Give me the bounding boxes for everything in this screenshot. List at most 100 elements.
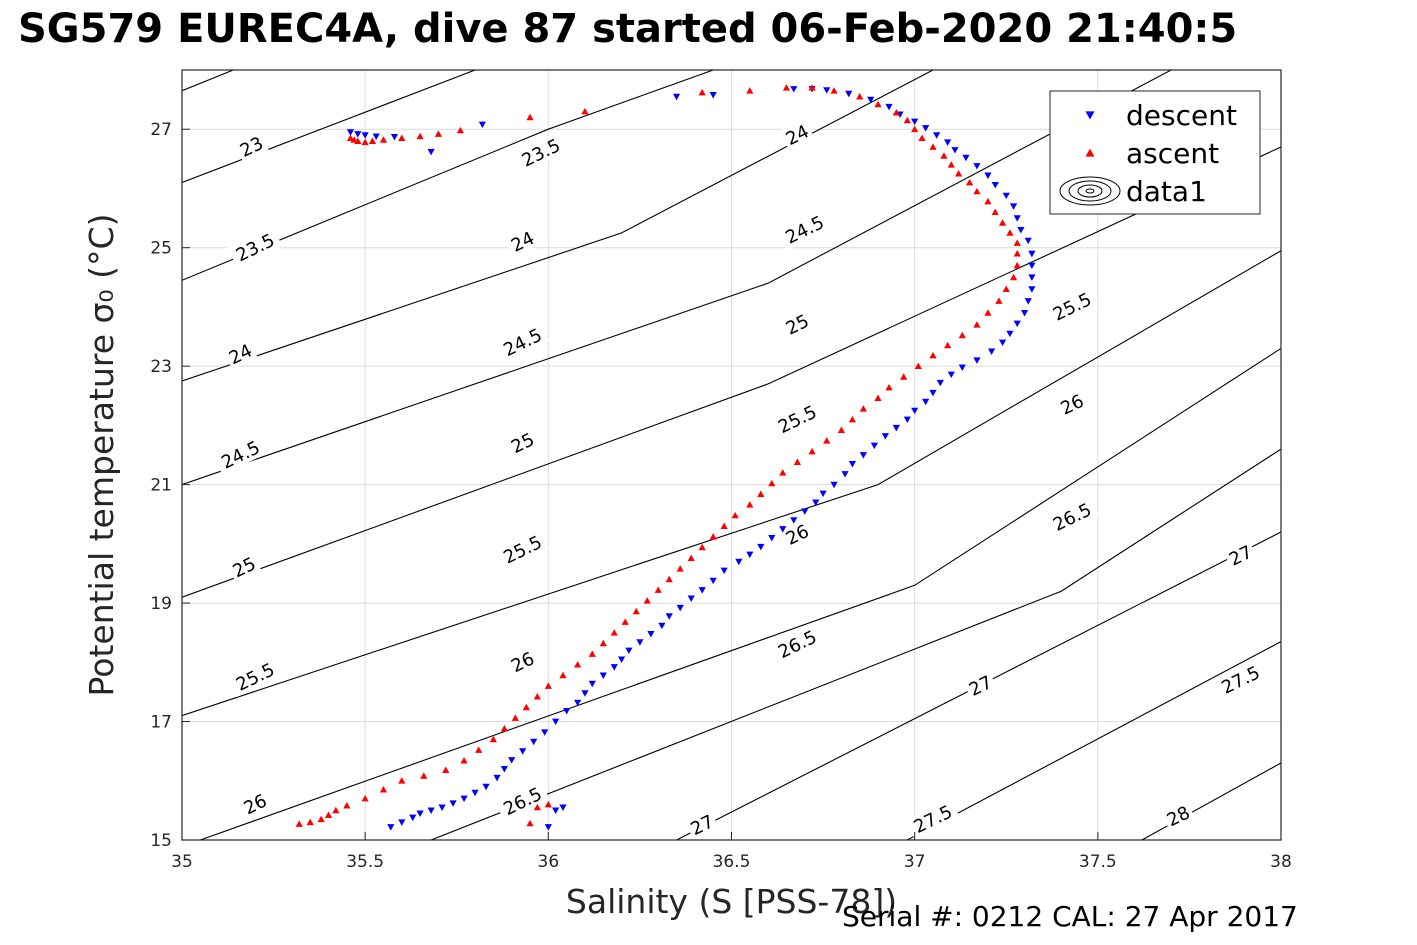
- descent-point: [1028, 250, 1036, 258]
- contour-line-24: [182, 70, 934, 382]
- legend-data1-label: data1: [1126, 175, 1207, 208]
- ascent-point: [793, 458, 802, 465]
- contour-label: 27: [962, 669, 998, 702]
- descent-point: [1028, 262, 1036, 270]
- legend-contour-ring: [1085, 188, 1095, 194]
- descent-point: [936, 379, 944, 387]
- descent-point: [658, 622, 666, 630]
- ascent-point: [398, 134, 406, 141]
- descent-point: [944, 139, 952, 146]
- ascent-point: [398, 777, 406, 784]
- contour-line-25: [182, 146, 1281, 598]
- ascent-point: [848, 415, 856, 423]
- contour-label-bg: [962, 669, 998, 702]
- legend-contour-ring: [1077, 184, 1103, 198]
- contour-label-bg: [684, 808, 720, 841]
- descent-point: [973, 163, 981, 170]
- ascent-point: [929, 143, 937, 150]
- descent-point: [1024, 298, 1032, 305]
- contour-label: 26: [504, 645, 540, 678]
- descent-point: [903, 416, 911, 424]
- ascent-point: [874, 394, 882, 402]
- descent-point: [830, 481, 838, 489]
- descent-point: [709, 91, 717, 99]
- ascent-point: [475, 746, 483, 753]
- descent-point: [427, 807, 435, 814]
- ascent-point: [698, 543, 706, 551]
- legend[interactable]: descent ascent data1: [1049, 90, 1261, 215]
- ascent-point: [643, 597, 651, 604]
- descent-point: [735, 558, 743, 566]
- descent-point: [757, 543, 765, 551]
- descent-point: [1013, 320, 1021, 328]
- descent-point: [588, 680, 596, 688]
- contour-label: 25: [504, 426, 540, 459]
- ascent-point: [958, 331, 966, 339]
- contour-label-text: 24.5: [782, 212, 827, 248]
- ascent-point: [856, 93, 864, 100]
- ascent-point: [1013, 261, 1021, 269]
- descent-point: [922, 398, 930, 406]
- x-tick-label: 36: [538, 852, 560, 872]
- ascent-point: [746, 501, 754, 508]
- contour-label: 26.5: [494, 779, 550, 822]
- ascent-point: [361, 138, 369, 146]
- ascent-point: [379, 786, 388, 793]
- legend-descent-marker: [1085, 111, 1095, 120]
- contour-label: 24: [504, 224, 540, 257]
- ascent-point: [416, 132, 424, 140]
- contour-label-bg: [1044, 495, 1100, 538]
- descent-point: [552, 807, 560, 814]
- descent-point: [618, 656, 626, 663]
- y-tick-label: 17: [150, 713, 172, 733]
- descent-point: [1013, 215, 1021, 222]
- legend-ascent-label: ascent: [1126, 137, 1219, 170]
- contour-label: 24.5: [212, 433, 268, 475]
- contour-label-bg: [212, 433, 268, 475]
- ascent-point: [588, 650, 596, 657]
- legend-contour-ring: [1059, 176, 1121, 206]
- contour-label-text: 24.5: [218, 437, 263, 473]
- descent-point: [665, 613, 673, 620]
- descent-point: [1006, 330, 1014, 338]
- ascent-point: [892, 109, 900, 116]
- contour-label-bg: [504, 645, 540, 678]
- ascent-point: [1006, 229, 1014, 236]
- contour-label-bg: [769, 397, 825, 440]
- legend-ascent-marker: [1085, 148, 1095, 157]
- ascent-point: [526, 113, 534, 121]
- contour-label: 25.5: [1044, 285, 1100, 327]
- contour-label: 24.5: [777, 208, 832, 250]
- descent-point: [599, 672, 607, 679]
- descent-point: [709, 577, 717, 585]
- contour-label-bg: [504, 426, 540, 459]
- legend-box: [1049, 90, 1261, 215]
- ascent-point: [973, 321, 981, 328]
- contour-label: 23.5: [227, 225, 283, 268]
- descent-point: [848, 461, 856, 468]
- contour-label-text: 26.5: [1050, 499, 1095, 535]
- descent-point: [768, 535, 776, 542]
- descent-point: [559, 804, 567, 812]
- descent-point: [911, 407, 919, 415]
- descent-point: [387, 824, 395, 831]
- descent-point: [625, 647, 633, 655]
- descent-point: [812, 499, 820, 506]
- contour-label-bg: [777, 208, 832, 250]
- contour-label-text: 25.5: [500, 532, 545, 568]
- ascent-point: [368, 137, 377, 144]
- ascent-point: [1009, 273, 1018, 281]
- contour-label-bg: [222, 337, 258, 370]
- contour-label: 27: [1222, 538, 1258, 571]
- ascent-point: [687, 554, 695, 561]
- descent-point: [991, 182, 999, 189]
- descent-point: [541, 729, 549, 736]
- x-tick-label: 35: [171, 852, 193, 872]
- contour-line-26.5: [430, 448, 1281, 840]
- y-tick-label: 25: [150, 239, 172, 259]
- contour-label: 26.5: [769, 622, 825, 665]
- ascent-point: [885, 383, 893, 391]
- descent-point: [1002, 192, 1010, 200]
- ascent-point: [830, 87, 838, 94]
- density-contours: [182, 70, 1281, 840]
